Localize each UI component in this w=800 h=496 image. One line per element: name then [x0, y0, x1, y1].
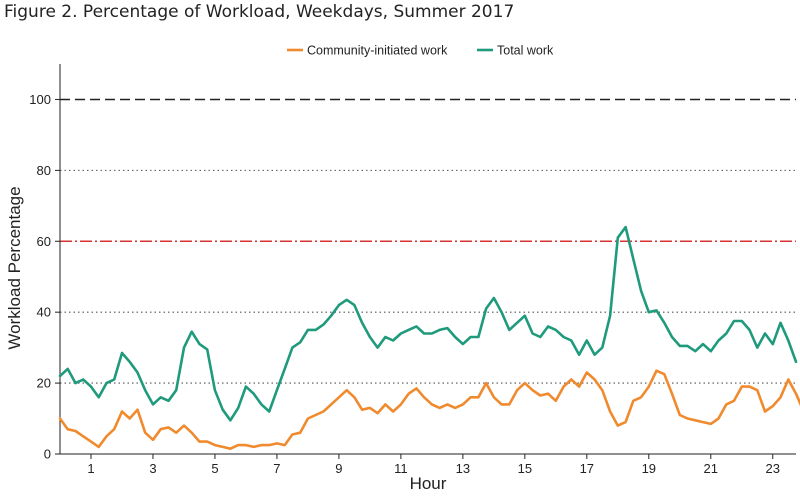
x-axis-label: Hour	[410, 474, 447, 493]
x-tick-label-13: 13	[456, 461, 470, 476]
x-tick-label-5: 5	[211, 461, 218, 476]
x-tick-label-15: 15	[518, 461, 532, 476]
y-axis-label: Workload Percentage	[5, 186, 24, 349]
x-tick-label-1: 1	[87, 461, 94, 476]
x-tick-label-9: 9	[335, 461, 342, 476]
series-line-community-initiated-work	[58, 369, 800, 451]
y-tick-label-80: 80	[37, 163, 51, 178]
x-tick-label-11: 11	[394, 461, 408, 476]
grid-lines	[60, 169, 796, 384]
x-tick-label-17: 17	[580, 461, 594, 476]
x-tick-label-3: 3	[149, 461, 156, 476]
y-tick-label-20: 20	[37, 376, 51, 391]
legend: Community-initiated work Total work	[287, 44, 554, 58]
x-tick-label-23: 23	[766, 461, 780, 476]
series-lines	[58, 225, 800, 451]
y-tick-label-60: 60	[37, 234, 51, 249]
series-line-total-work	[58, 225, 798, 422]
y-tick-label-0: 0	[44, 447, 51, 462]
legend-label-community-initiated-work: Community-initiated work	[307, 44, 448, 58]
y-tick-label-100: 100	[29, 92, 51, 107]
reference-lines	[60, 98, 796, 243]
x-tick-label-19: 19	[642, 461, 656, 476]
legend-label-total-work: Total work	[497, 44, 554, 58]
figure-title: Figure 2. Percentage of Workload, Weekda…	[4, 2, 515, 22]
x-tick-label-21: 21	[704, 461, 718, 476]
y-tick-label-40: 40	[37, 305, 51, 320]
x-tick-label-7: 7	[273, 461, 280, 476]
